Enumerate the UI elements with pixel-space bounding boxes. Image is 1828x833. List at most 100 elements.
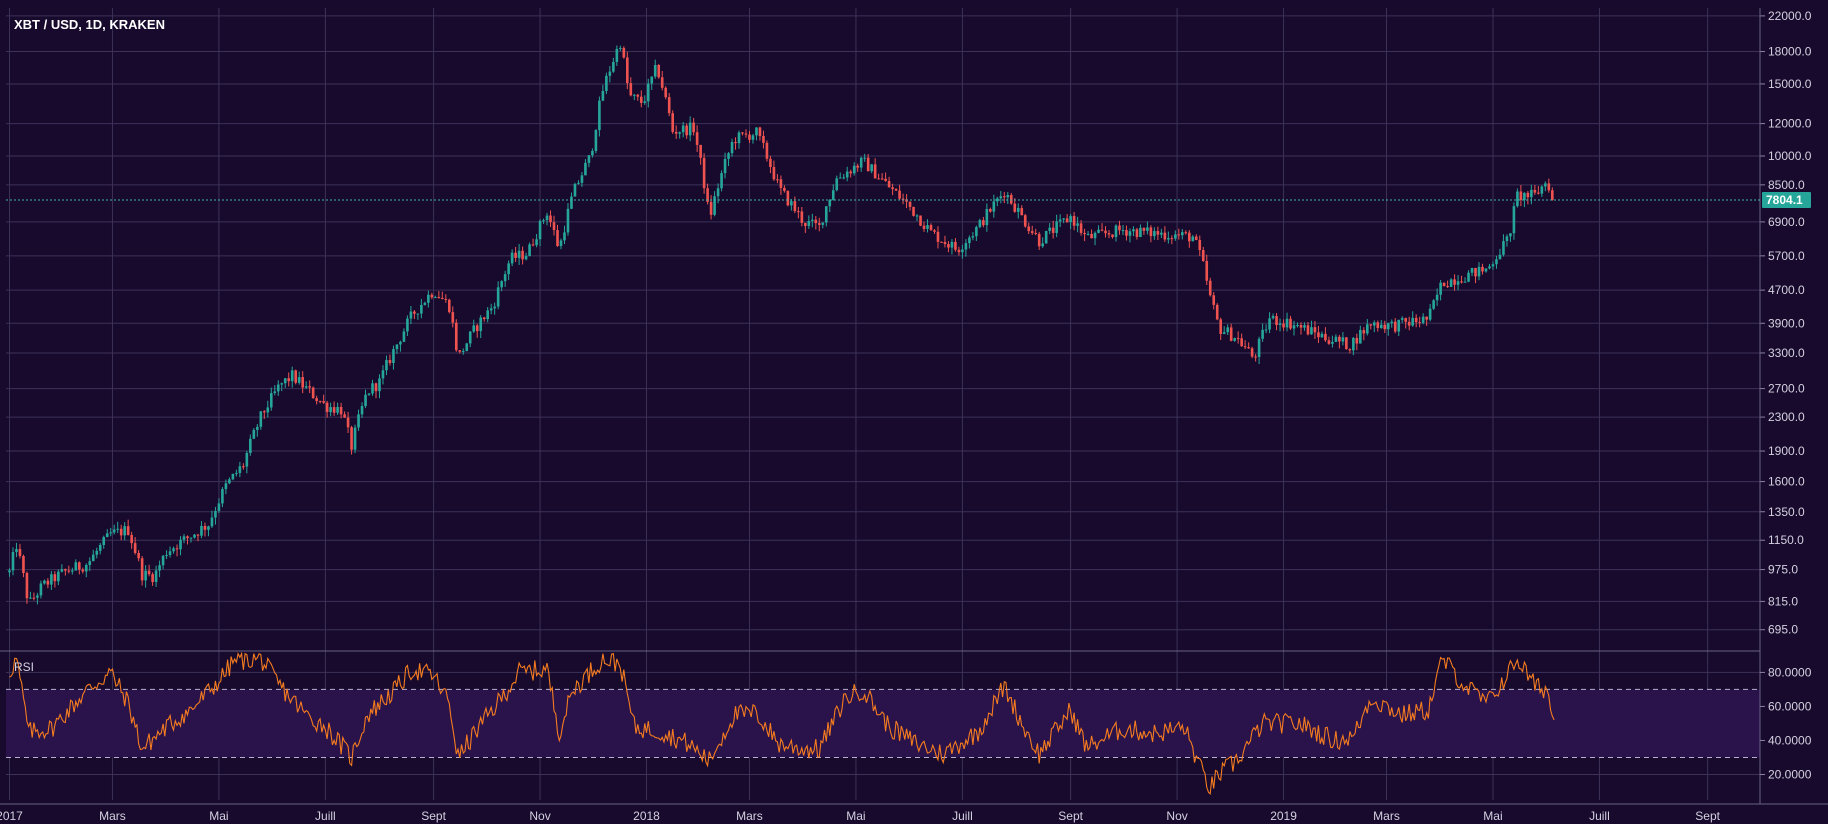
candle-body	[566, 208, 570, 233]
candle-body	[811, 219, 814, 221]
candle-body	[1048, 227, 1051, 231]
candle-body	[748, 134, 751, 140]
candle-body	[39, 583, 43, 596]
candle-body	[999, 196, 1003, 199]
candle-body	[343, 414, 346, 418]
candle-body	[898, 190, 901, 199]
candle-body	[297, 377, 301, 383]
candle-body	[15, 549, 18, 553]
candle-body	[933, 230, 936, 232]
candle-body	[591, 150, 594, 156]
candle-body	[423, 302, 427, 305]
candle-body	[249, 438, 252, 453]
candle-body	[1379, 324, 1383, 328]
candle-body	[772, 167, 776, 180]
candle-body	[119, 528, 123, 536]
candle-body	[1411, 317, 1414, 326]
candle-body	[81, 569, 85, 572]
candle-body	[336, 406, 339, 413]
candle-body	[280, 383, 284, 385]
candle-body	[325, 402, 329, 413]
candle-body	[598, 100, 601, 131]
candle-body	[1156, 231, 1160, 235]
candle-body	[1282, 323, 1285, 328]
candle-body	[1425, 316, 1428, 320]
candle-body	[64, 569, 67, 571]
candle-body	[1345, 337, 1348, 350]
candle-body	[622, 47, 626, 58]
candle-body	[1215, 304, 1219, 320]
candle-body	[273, 391, 277, 394]
candle-body	[1041, 243, 1045, 247]
candle-body	[1079, 223, 1083, 233]
candle-body	[1442, 282, 1446, 287]
candle-body	[1139, 227, 1142, 237]
candle-body	[168, 551, 172, 556]
candle-body	[245, 452, 249, 467]
candle-body	[1359, 330, 1362, 344]
candle-body	[1236, 338, 1240, 340]
candle-body	[1250, 348, 1254, 357]
candle-body	[968, 237, 971, 244]
candle-body	[866, 157, 870, 172]
y-tick-label: 815.0	[1768, 594, 1798, 608]
candle-body	[151, 574, 154, 583]
candle-body	[1516, 191, 1519, 207]
y-tick-label: 3300.0	[1768, 346, 1805, 360]
candle-body	[430, 294, 434, 298]
candle-body	[1338, 336, 1341, 342]
candle-body	[1257, 338, 1261, 358]
candle-body	[706, 188, 709, 202]
x-tick-label: Mars	[99, 809, 126, 823]
candle-body	[503, 274, 507, 282]
candle-body	[1090, 233, 1093, 239]
candle-body	[18, 549, 22, 557]
candle-body	[1348, 349, 1352, 351]
candle-body	[1149, 227, 1153, 237]
x-tick-label: Mars	[736, 809, 763, 823]
candle-body	[695, 132, 699, 145]
candle-body	[130, 534, 133, 544]
candle-body	[1107, 233, 1111, 235]
candle-body	[817, 223, 821, 225]
candle-body	[793, 201, 797, 212]
candle-body	[332, 407, 336, 413]
candle-body	[1470, 268, 1474, 273]
candle-body	[402, 331, 406, 342]
candle-body	[475, 325, 479, 332]
candle-body	[859, 157, 863, 168]
candle-body	[1146, 227, 1149, 231]
candle-body	[964, 243, 968, 250]
candle-body	[158, 565, 161, 571]
candle-body	[901, 198, 905, 200]
y-tick-label: 4700.0	[1768, 283, 1805, 297]
y-tick-label: 2300.0	[1768, 410, 1805, 424]
x-tick-label: 2018	[633, 809, 660, 823]
page-frame-bottom	[0, 824, 1828, 833]
candle-body	[521, 250, 524, 260]
candle-body	[605, 75, 608, 91]
candle-body	[1111, 234, 1114, 238]
y-tick-label: 1900.0	[1768, 444, 1805, 458]
candle-body	[1194, 236, 1198, 240]
candle-body	[769, 158, 772, 168]
candle-body	[77, 562, 81, 570]
current-price-label: 7804.1	[1766, 193, 1803, 207]
candle-body	[1191, 236, 1195, 242]
candle-body	[1320, 333, 1324, 338]
candle-body	[416, 313, 420, 315]
candle-body	[318, 401, 322, 403]
x-tick-label: Mai	[209, 809, 228, 823]
y-tick-label: 2700.0	[1768, 382, 1805, 396]
candle-body	[482, 317, 486, 320]
candle-body	[1474, 268, 1477, 277]
candle-body	[845, 171, 849, 178]
candle-body	[367, 393, 371, 395]
candle-body	[612, 61, 615, 72]
candle-body	[339, 406, 343, 415]
candle-body	[1271, 316, 1275, 319]
candle-body	[985, 209, 989, 226]
candle-body	[228, 479, 231, 484]
candle-body	[207, 526, 210, 530]
